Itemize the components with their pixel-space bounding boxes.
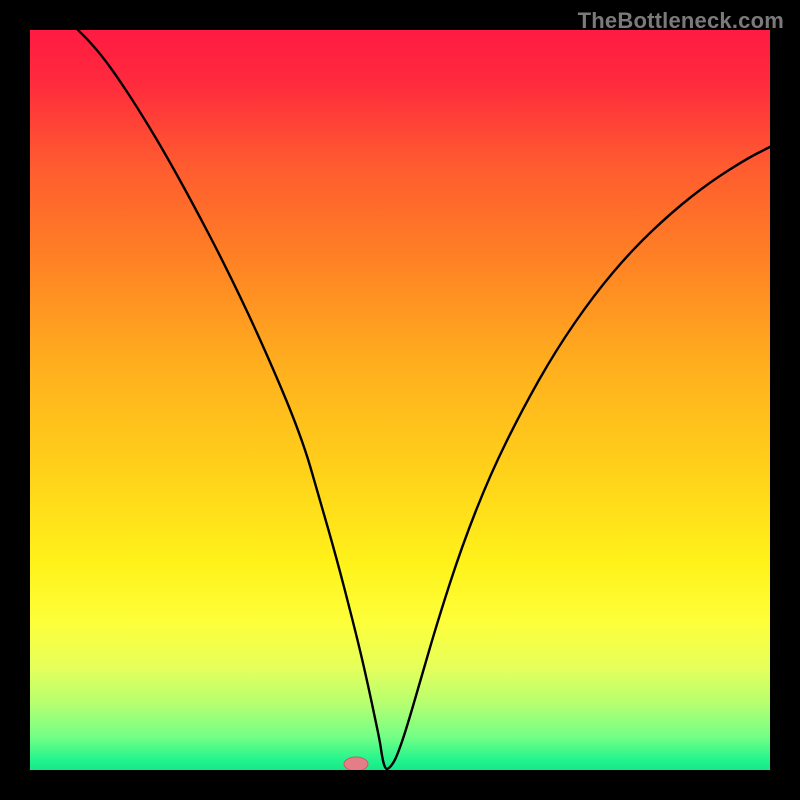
watermark-text: TheBottleneck.com	[578, 8, 784, 34]
plot-background	[30, 30, 770, 770]
valley-marker	[344, 757, 368, 771]
bottleneck-chart-svg	[0, 0, 800, 800]
chart-container: TheBottleneck.com	[0, 0, 800, 800]
